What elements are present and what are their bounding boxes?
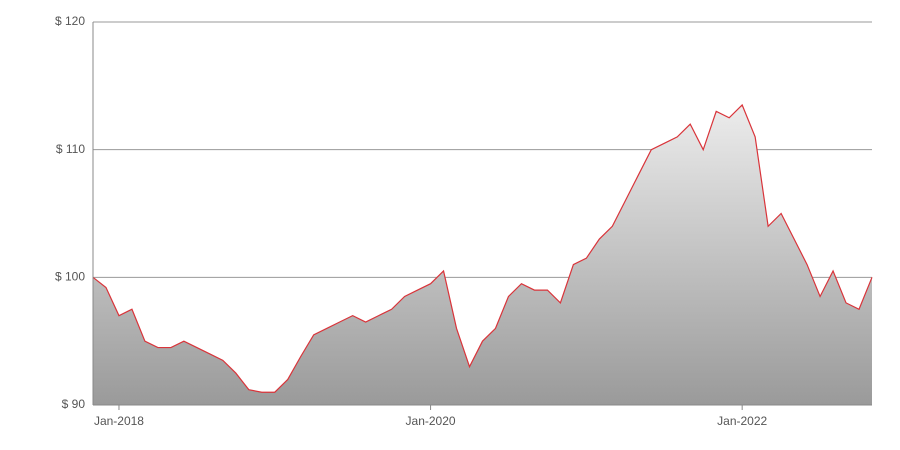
y-tick-label: $ 120 [55, 14, 85, 28]
x-tick-label: Jan-2020 [406, 414, 456, 428]
x-tick-label: Jan-2022 [717, 414, 767, 428]
line [92, 103, 873, 393]
x-tick-label: Jan-2018 [94, 414, 144, 428]
area [93, 104, 872, 405]
y-tick-label: $ 110 [56, 142, 85, 156]
y-tick-label: $ 100 [55, 270, 85, 284]
y-tick-label: $ 90 [62, 397, 86, 411]
